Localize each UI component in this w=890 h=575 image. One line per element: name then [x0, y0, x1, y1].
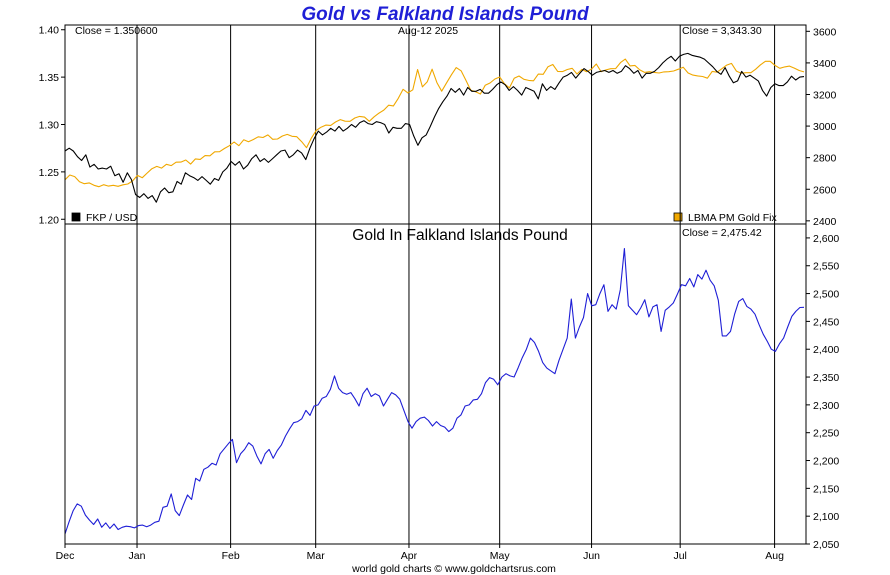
lower-axis-label-3: 2,200	[813, 456, 839, 468]
right-axis-label-2: 2800	[813, 153, 837, 165]
legend-gold-swatch	[673, 212, 683, 222]
month-label-3: Mar	[307, 550, 326, 562]
month-label-7: Jul	[673, 550, 686, 562]
month-label-2: Feb	[222, 550, 240, 562]
chart-dynamic-layer: 1.20 1.25 1.30 1.35 1.40 2400 2600 2800 3000 3200…	[39, 25, 840, 562]
gold-close-label: Close = 3,343.30	[682, 25, 762, 37]
lower-axis-label-11: 2,600	[813, 233, 839, 245]
lower-close-label: Close = 2,475.42	[682, 227, 762, 239]
lower-axis-label-7: 2,400	[813, 344, 839, 356]
left-axis-label-1: 1.25	[39, 167, 60, 179]
legend-fkp-label: FKP / USD	[86, 212, 138, 224]
legend-gold-label: LBMA PM Gold Fix	[688, 212, 777, 224]
right-axis-label-4: 3200	[813, 89, 837, 101]
lower-axis-label-2: 2,150	[813, 483, 839, 495]
fkp-usd-series-line	[64, 52, 805, 203]
lower-axis-label-10: 2,550	[813, 261, 839, 273]
gold-usd-series-line	[64, 58, 805, 188]
month-label-5: May	[490, 550, 511, 562]
month-label-0: Dec	[56, 550, 75, 562]
footer-credit: world gold charts © www.goldchartsrus.co…	[351, 563, 556, 575]
left-axis-label-2: 1.30	[39, 120, 60, 132]
right-axis-label-3: 3000	[813, 121, 837, 133]
month-label-4: Apr	[401, 550, 418, 562]
month-label-6: Jun	[583, 550, 600, 562]
left-axis-label-4: 1.40	[39, 25, 60, 37]
month-label-1: Jan	[129, 550, 146, 562]
upper-panel-frame	[64, 24, 807, 225]
right-axis-label-5: 3400	[813, 58, 837, 70]
left-axis-label-0: 1.20	[39, 214, 60, 226]
lower-axis-label-5: 2,300	[813, 400, 839, 412]
chart-title: Gold vs Falkland Islands Pound	[301, 4, 589, 25]
lower-chart-title: Gold In Falkland Islands Pound	[352, 227, 567, 244]
date-label: Aug-12 2025	[398, 25, 458, 37]
right-axis-label-1: 2600	[813, 184, 837, 196]
right-axis-label-6: 3600	[813, 26, 837, 38]
lower-axis-label-0: 2,050	[813, 539, 839, 551]
lower-axis-label-6: 2,350	[813, 372, 839, 384]
right-axis-label-0: 2400	[813, 216, 837, 228]
lower-axis-label-4: 2,250	[813, 428, 839, 440]
lower-axis-label-8: 2,450	[813, 316, 839, 328]
month-label-8: Aug	[765, 550, 784, 562]
lower-panel-frame	[64, 223, 807, 545]
gold-fkp-series-line	[64, 247, 805, 535]
fkp-close-label: Close = 1.350600	[75, 25, 158, 37]
left-axis-label-3: 1.35	[39, 72, 60, 84]
lower-axis-label-9: 2,500	[813, 289, 839, 301]
legend-fkp-swatch	[71, 212, 81, 222]
lower-axis-label-1: 2,100	[813, 511, 839, 523]
